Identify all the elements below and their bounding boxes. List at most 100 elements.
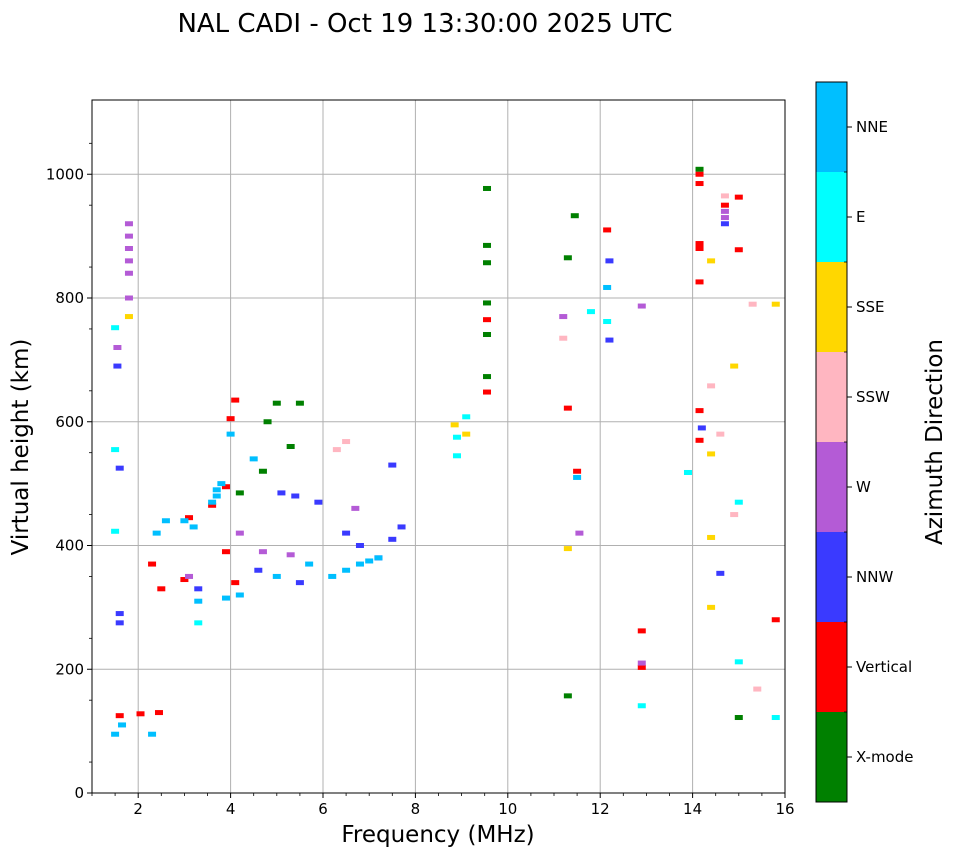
data-point <box>707 534 716 540</box>
data-point <box>342 530 351 536</box>
data-point <box>483 332 492 338</box>
data-point <box>374 555 383 561</box>
data-point <box>212 487 221 493</box>
y-axis-label: Virtual height (km) <box>8 339 34 556</box>
plot-area: 2 4 6 8 10 12 14 16 0 200 400 600 800 1000 Frequency … <box>8 99 795 848</box>
chart-title: NAL CADI - Oct 19 13:30:00 2025 UTC <box>177 9 672 39</box>
data-point <box>157 586 166 592</box>
data-point <box>771 617 780 623</box>
data-point <box>748 301 757 307</box>
data-point <box>111 325 120 331</box>
colorbar-segment <box>816 82 847 172</box>
data-point <box>365 558 374 564</box>
x-tick-label: 6 <box>318 800 328 818</box>
colorbar-segment <box>816 442 847 532</box>
data-point <box>603 284 612 290</box>
colorbar-tick-label: NNW <box>856 568 893 586</box>
data-point <box>124 314 133 320</box>
data-point <box>637 628 646 634</box>
data-point <box>111 731 120 737</box>
data-point <box>194 620 203 626</box>
y-tick-label: 600 <box>55 413 84 431</box>
data-point <box>695 279 704 285</box>
y-tick-label: 200 <box>55 660 84 678</box>
data-point <box>286 444 295 449</box>
data-point <box>734 659 743 665</box>
data-point <box>231 580 240 586</box>
data-point <box>637 664 646 670</box>
data-point <box>707 451 716 457</box>
data-point <box>483 242 492 248</box>
x-tick-label: 16 <box>775 800 794 818</box>
data-point <box>113 345 122 350</box>
data-point <box>212 493 221 499</box>
data-point <box>221 549 230 555</box>
colorbar-segment <box>816 352 847 442</box>
data-point <box>272 573 281 579</box>
data-point <box>570 213 579 219</box>
data-point <box>295 580 304 586</box>
data-point <box>605 337 614 343</box>
data-point <box>189 524 198 530</box>
data-point <box>563 405 572 411</box>
data-point <box>573 468 582 474</box>
data-point <box>707 604 716 610</box>
data-point <box>734 715 743 721</box>
data-point <box>221 484 230 490</box>
data-point <box>730 512 739 518</box>
data-point <box>605 258 614 264</box>
y-tick-label: 1000 <box>46 165 84 183</box>
data-point <box>637 660 646 666</box>
data-point <box>272 400 281 406</box>
data-point <box>154 710 163 716</box>
data-point <box>771 715 780 721</box>
data-point <box>277 490 286 496</box>
data-point <box>563 693 572 699</box>
data-point <box>263 419 272 425</box>
grid-lines <box>92 100 786 793</box>
data-point <box>111 447 120 453</box>
data-point <box>208 502 217 508</box>
data-point <box>563 546 572 552</box>
data-point <box>115 713 124 719</box>
data-point <box>637 703 646 709</box>
data-point <box>695 408 704 414</box>
data-marks <box>111 166 780 737</box>
data-point <box>483 317 492 323</box>
data-point <box>734 499 743 505</box>
x-tick-label: 10 <box>498 800 517 818</box>
data-point <box>136 711 145 717</box>
data-point <box>559 314 568 320</box>
azimuth-colorbar: X-mode Vertical NNW W SSW SSE E NNE <box>815 81 913 803</box>
colorbar-segment <box>816 712 847 802</box>
data-point <box>462 431 471 437</box>
data-point <box>185 573 194 579</box>
data-point <box>695 241 704 247</box>
data-point <box>695 171 704 177</box>
data-point <box>180 577 189 583</box>
data-point <box>295 400 304 406</box>
data-point <box>720 215 729 221</box>
data-point <box>148 561 157 567</box>
colorbar-tick-label: W <box>856 478 871 496</box>
data-point <box>254 567 263 573</box>
colorbar-tick-label: SSW <box>856 388 890 406</box>
x-tick-label: 4 <box>226 800 236 818</box>
colorbar-segment <box>816 262 847 352</box>
data-point <box>716 570 725 576</box>
data-point <box>258 468 267 474</box>
data-point <box>342 567 351 573</box>
data-point <box>342 439 351 445</box>
data-point <box>707 258 716 264</box>
data-point <box>355 543 364 548</box>
data-point <box>483 185 492 191</box>
data-point <box>118 722 127 728</box>
data-point <box>388 462 397 468</box>
data-point <box>124 246 133 251</box>
data-point <box>707 383 716 389</box>
data-point <box>226 431 235 437</box>
data-point <box>720 208 729 214</box>
data-point <box>563 255 572 261</box>
data-point <box>695 437 704 443</box>
data-point <box>603 227 612 233</box>
